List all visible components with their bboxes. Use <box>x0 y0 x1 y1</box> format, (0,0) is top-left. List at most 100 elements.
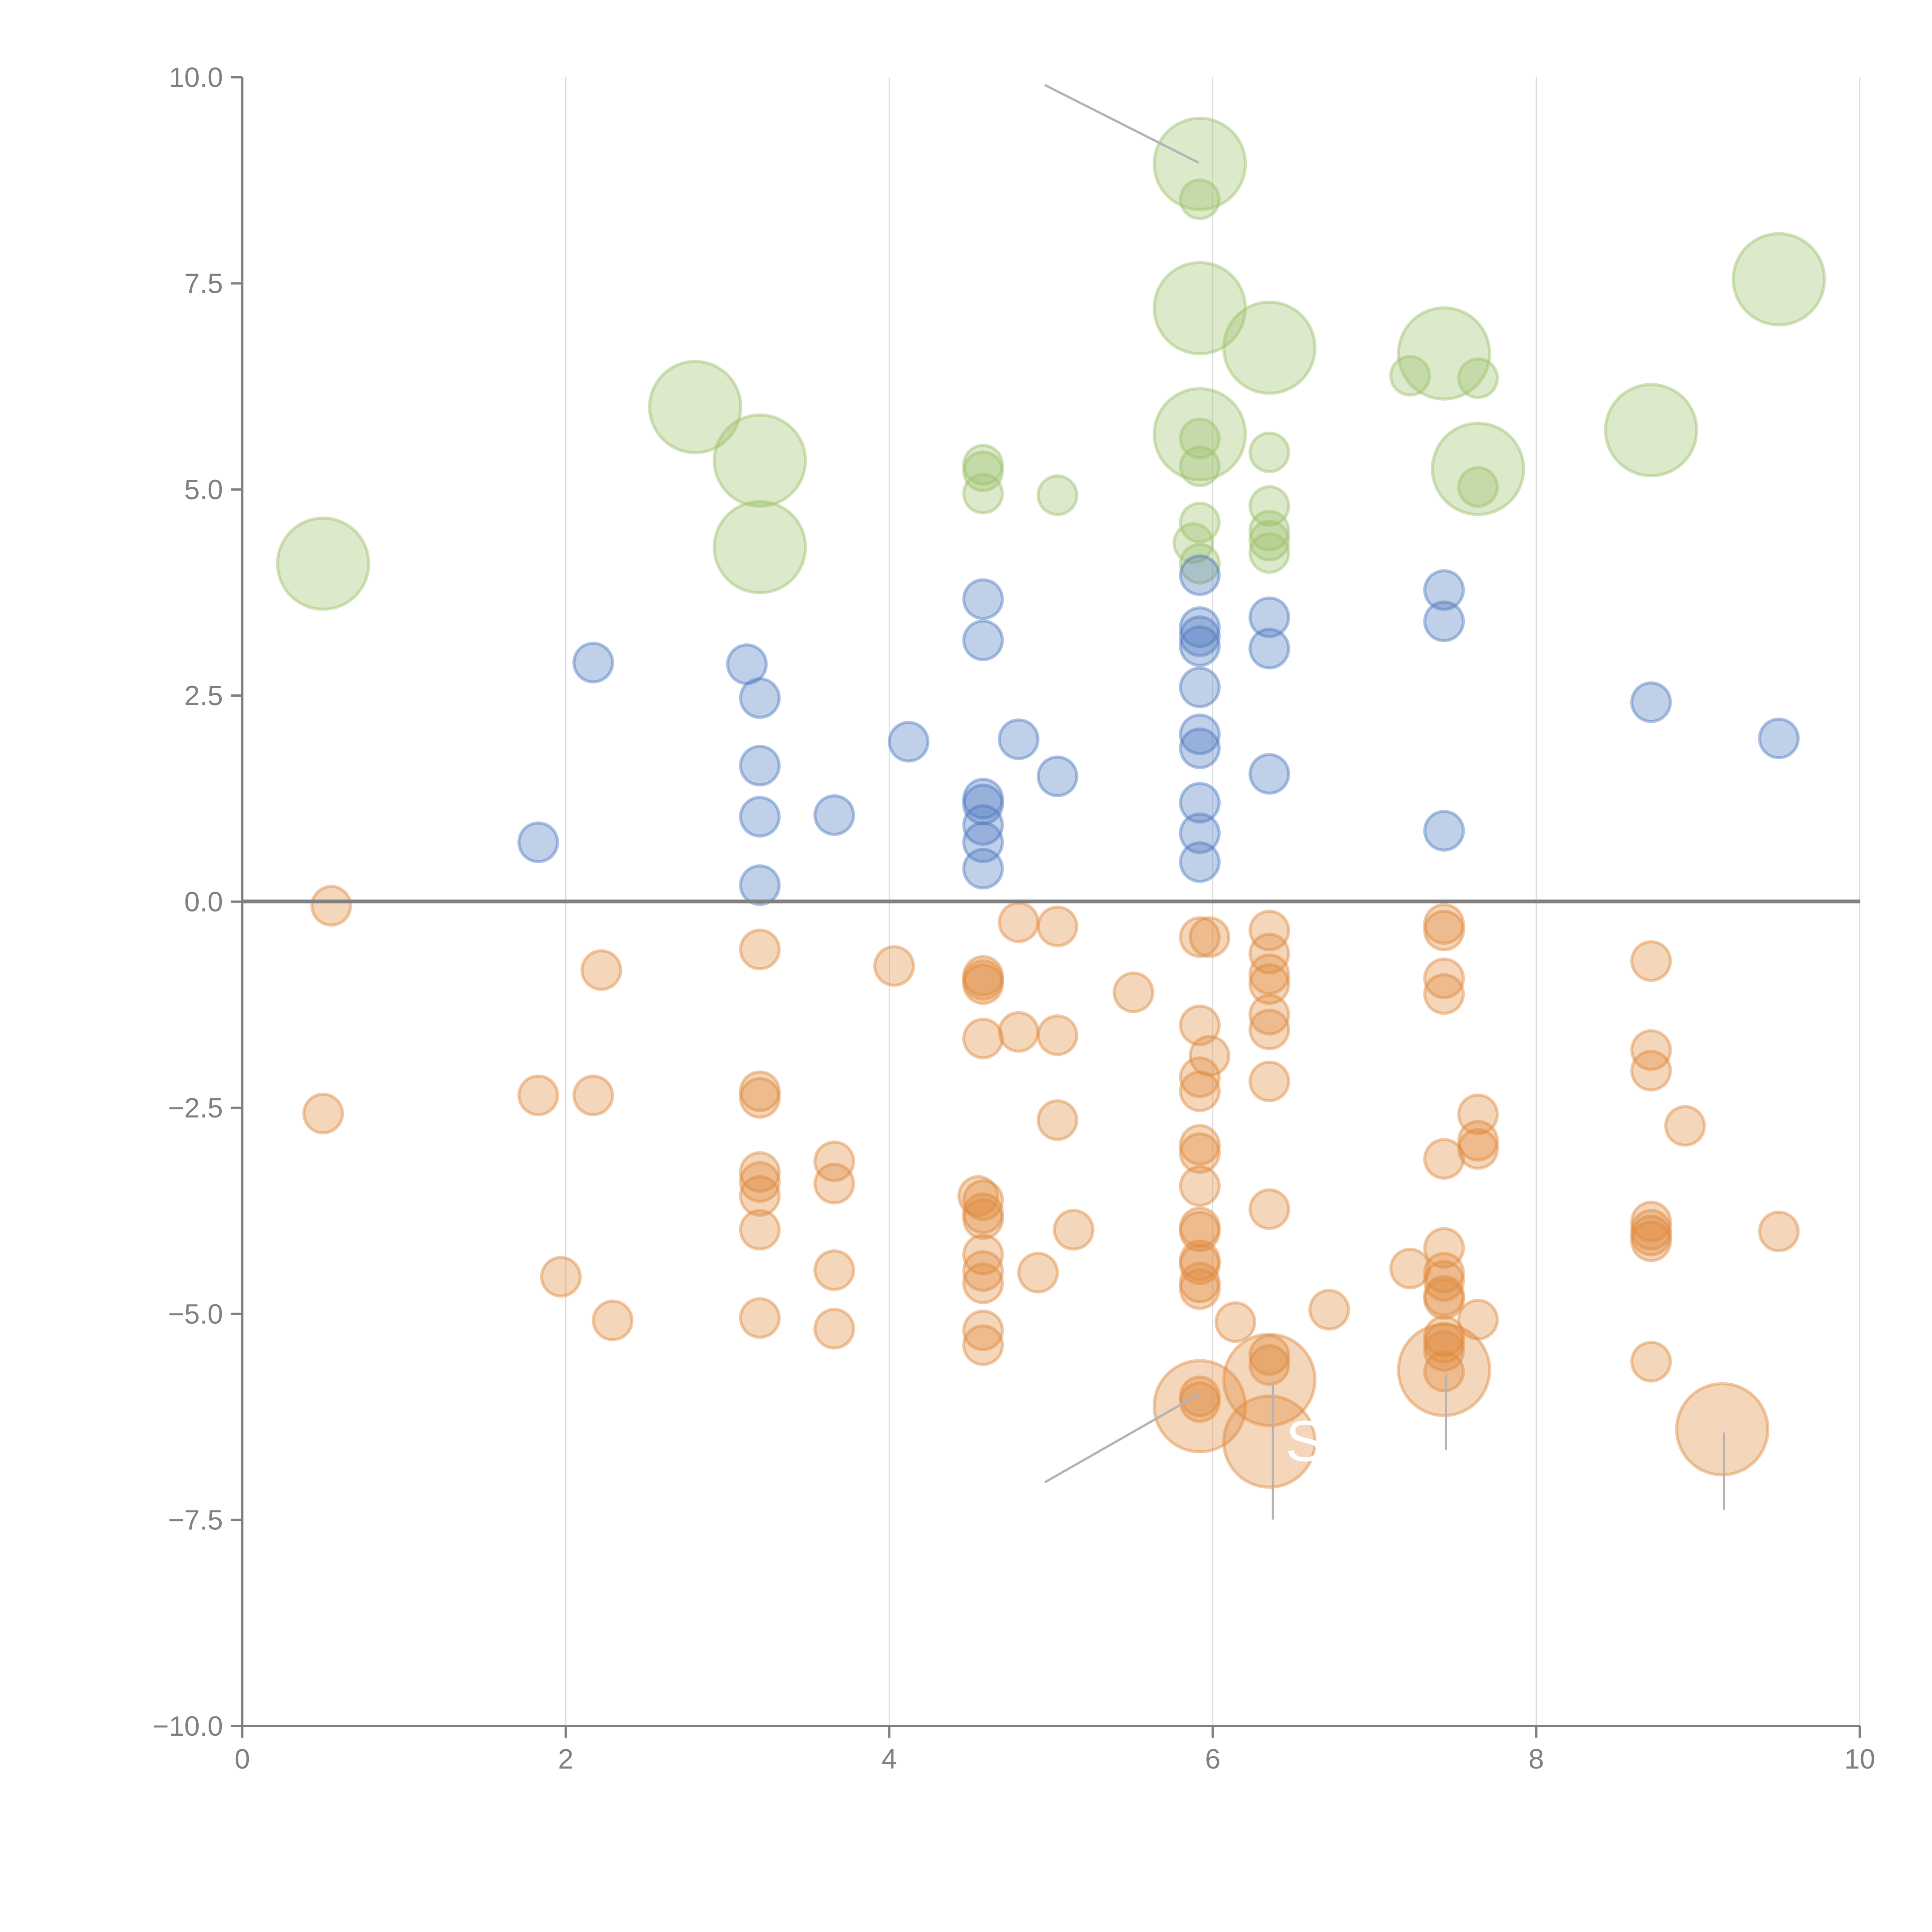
data-point-negative <box>1179 1262 1221 1304</box>
data-point-negative <box>1179 916 1221 958</box>
x-tick-label: 2 <box>558 1744 573 1775</box>
data-point-positive <box>739 796 781 838</box>
x-tick-label: 0 <box>235 1744 250 1775</box>
data-point-negative <box>1423 1275 1465 1317</box>
data-point-positive <box>1179 841 1221 883</box>
data-point-positive <box>1179 727 1221 769</box>
data-point-negative <box>540 1256 582 1298</box>
annotation-label: S <box>1286 1408 1324 1473</box>
data-point-positive <box>1179 782 1221 824</box>
data-point-high <box>1248 431 1291 473</box>
data-point-negative <box>1397 1323 1492 1417</box>
data-point-negative <box>1630 1029 1672 1071</box>
data-point-negative <box>1630 1214 1672 1257</box>
data-point-negative <box>1630 1209 1672 1251</box>
data-point-positive <box>1423 600 1465 643</box>
data-point-negative <box>1179 1004 1221 1046</box>
data-point-negative <box>1423 910 1465 952</box>
data-point-negative <box>1630 1201 1672 1243</box>
data-point-positive <box>1248 596 1291 638</box>
data-point-negative <box>592 1299 634 1342</box>
y-tick-label: −5.0 <box>168 1299 223 1330</box>
x-axis-ticks: 0 2 4 6 8 10 <box>235 1726 1875 1775</box>
data-point-negative <box>1630 940 1672 982</box>
data-point-high <box>1248 485 1291 527</box>
data-point-positive <box>962 804 1004 846</box>
data-point-negative <box>1308 1289 1350 1331</box>
data-point-high <box>1172 522 1214 564</box>
x-tick-label: 8 <box>1529 1744 1544 1775</box>
data-point-negative <box>813 1308 855 1350</box>
data-point-negative <box>1423 1350 1465 1393</box>
data-point-high <box>962 444 1004 486</box>
data-point-high <box>1604 383 1699 478</box>
data-point-negative <box>957 1175 999 1217</box>
data-point-negative <box>1423 1278 1465 1320</box>
data-point-negative <box>1222 1332 1317 1427</box>
data-point-negative <box>962 963 1004 1005</box>
data-point-negative <box>1423 1315 1465 1357</box>
data-point-negative <box>1248 993 1291 1036</box>
data-point-positive <box>1248 628 1291 670</box>
annotation-leaders <box>1044 84 1725 1520</box>
data-point-negative <box>739 1151 781 1193</box>
data-point-positive <box>572 641 614 684</box>
leader-line-top <box>1044 84 1199 163</box>
data-point-negative <box>1179 1210 1221 1252</box>
data-point-positive <box>813 794 855 836</box>
data-point-negative <box>1664 1105 1706 1147</box>
data-point-negative <box>962 1250 1004 1292</box>
data-point-positive <box>962 848 1004 890</box>
data-point-positive <box>739 677 781 719</box>
y-tick-label: −2.5 <box>168 1093 223 1124</box>
data-point-high <box>1731 232 1826 327</box>
data-point-positive <box>1758 718 1800 760</box>
data-point-negative <box>1248 963 1291 1005</box>
data-point-high <box>1179 502 1221 544</box>
data-point-positive <box>962 783 1004 825</box>
data-point-high <box>1153 261 1247 355</box>
data-point-negative <box>302 1092 344 1134</box>
data-point-positive <box>1179 713 1221 755</box>
data-point-negative <box>580 949 622 991</box>
data-point-high <box>1179 178 1221 220</box>
data-point-positive <box>739 745 781 787</box>
data-point-negative <box>1179 1268 1221 1310</box>
data-point-negative <box>1423 1252 1465 1294</box>
data-point-high <box>1457 466 1499 508</box>
data-point-negative <box>962 1233 1004 1276</box>
y-tick-label: 0.0 <box>184 887 223 918</box>
data-point-positive <box>962 619 1004 662</box>
data-point-negative <box>1423 903 1465 945</box>
data-point-negative <box>1179 1070 1221 1112</box>
data-point-positive <box>739 864 781 906</box>
leader-line-bottom-1 <box>1044 1394 1199 1483</box>
data-point-negative <box>1630 1340 1672 1383</box>
y-tick-label: 7.5 <box>184 268 223 299</box>
data-point-negative <box>1179 1381 1221 1423</box>
y-tick-label: 10.0 <box>169 62 223 93</box>
data-point-negative <box>1222 1394 1317 1489</box>
data-point-negative <box>739 1297 781 1339</box>
data-point-negative <box>813 1163 855 1205</box>
x-tick-label: 10 <box>1844 1744 1875 1775</box>
data-point-negative <box>873 945 915 987</box>
y-tick-label: −10.0 <box>153 1711 223 1742</box>
data-point-high <box>1248 520 1291 562</box>
data-point-negative <box>962 1198 1004 1240</box>
data-point-negative <box>310 885 352 927</box>
x-tick-label: 6 <box>1205 1744 1221 1775</box>
data-point-negative <box>813 1140 855 1182</box>
data-point-positive <box>1423 569 1465 611</box>
data-point-high <box>1457 357 1499 399</box>
data-point-positive <box>1179 615 1221 657</box>
data-point-negative <box>998 901 1040 943</box>
data-point-negative <box>1179 1165 1221 1207</box>
data-point-high <box>713 413 807 508</box>
data-point-negative <box>1179 1375 1221 1417</box>
data-point-positive <box>726 643 768 685</box>
data-point-high <box>713 500 807 595</box>
data-point-negative <box>1423 1260 1465 1302</box>
data-point-negative <box>1758 1210 1800 1252</box>
data-point-positive <box>888 721 930 763</box>
